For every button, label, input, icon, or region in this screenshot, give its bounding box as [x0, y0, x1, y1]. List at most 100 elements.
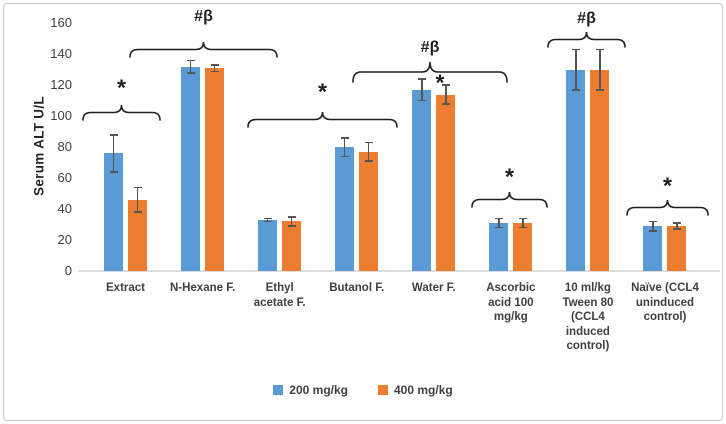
y-tick-120: 120 — [50, 77, 72, 93]
error-bar — [571, 89, 580, 91]
brace-2 — [247, 111, 398, 128]
y-tick-140: 140 — [50, 46, 72, 62]
error-bar — [112, 134, 115, 172]
bar-400mgkg-cat5 — [513, 223, 533, 271]
error-bar — [498, 218, 500, 228]
y-tick-160: 160 — [50, 15, 72, 31]
error-bar — [494, 226, 503, 229]
legend-label-400mgkg: 400 mg/kg — [394, 383, 453, 397]
bar-200mgkg-cat2 — [258, 219, 278, 271]
bar-200mgkg-cat4 — [412, 89, 432, 271]
error-bar — [672, 228, 681, 230]
error-bar — [210, 70, 219, 73]
error-bar — [595, 48, 604, 51]
error-bar — [518, 226, 527, 229]
error-bar — [133, 211, 142, 213]
error-bar — [648, 230, 657, 232]
brace-3 — [352, 61, 508, 83]
brace-5 — [547, 31, 626, 48]
legend-swatch-200mgkg-icon — [273, 385, 284, 395]
category-label-5: Ascorbic acid 100 mg/kg — [486, 282, 536, 323]
error-bar — [109, 134, 118, 136]
error-bar — [263, 217, 272, 220]
error-bar — [189, 60, 192, 73]
category-label-4: Water F. — [411, 282, 456, 294]
bar-400mgkg-cat2 — [282, 221, 302, 271]
y-tick-0: 0 — [64, 263, 72, 278]
category-label-3: Butanol F. — [329, 282, 385, 294]
significance-label-5: #β — [577, 10, 596, 27]
error-bar — [595, 89, 604, 91]
brace-1 — [129, 41, 278, 58]
error-bar — [672, 222, 681, 224]
significance-point-label-0: * — [435, 69, 445, 96]
error-bar — [266, 218, 269, 222]
bar-200mgkg-cat1 — [181, 66, 201, 271]
error-bar — [522, 218, 524, 228]
error-bar — [417, 78, 426, 80]
bar-400mgkg-cat4 — [436, 94, 456, 271]
bar-200mgkg-cat6 — [566, 69, 586, 271]
category-label-1: N-Hexane F. — [169, 282, 236, 294]
error-bar — [571, 48, 580, 51]
bar-200mgkg-cat7 — [643, 226, 663, 271]
error-bar — [340, 155, 349, 158]
error-bar — [441, 84, 450, 86]
error-bar — [340, 137, 349, 139]
error-bar — [441, 103, 450, 105]
legend-swatch-400mgkg-icon — [378, 385, 388, 395]
error-bar — [343, 137, 346, 157]
significance-label-4: * — [505, 163, 514, 190]
significance-label-3: #β — [420, 39, 440, 56]
legend-item-200mgkg: 200 mg/kg — [273, 383, 348, 397]
error-bar — [136, 187, 139, 213]
error-bar — [364, 141, 373, 144]
brace-0 — [82, 104, 161, 121]
error-bar — [186, 72, 195, 74]
error-bar — [445, 85, 447, 104]
error-bar — [287, 216, 296, 218]
significance-label-6: * — [663, 172, 672, 199]
y-tick-80: 80 — [57, 139, 72, 155]
error-bar — [210, 64, 219, 66]
brace-6 — [626, 199, 709, 216]
error-bar — [213, 65, 216, 72]
error-bar — [494, 217, 503, 220]
error-bar — [518, 217, 527, 220]
category-label-7: Naïve (CCL4 uninduced control) — [631, 282, 699, 323]
significance-label-2: * — [318, 78, 327, 105]
error-bar — [599, 49, 601, 90]
bar-200mgkg-cat3 — [335, 147, 355, 271]
y-tick-100: 100 — [50, 108, 72, 124]
legend-item-400mgkg: 400 mg/kg — [378, 383, 453, 397]
category-label-2: Ethyl acetate F. — [253, 282, 306, 309]
bar-400mgkg-cat6 — [590, 69, 610, 271]
category-label-0: Extract — [106, 282, 145, 294]
error-bar — [133, 186, 142, 189]
bar-200mgkg-cat5 — [489, 223, 509, 271]
significance-label-0: * — [117, 74, 126, 101]
error-bar — [367, 142, 370, 162]
bar-400mgkg-cat3 — [359, 151, 379, 271]
significance-label-1: #β — [194, 8, 213, 25]
category-label-6: 10 ml/kg Tween 80 (CCL4 induced control) — [562, 282, 614, 352]
error-bar — [186, 59, 195, 62]
error-bar — [676, 223, 678, 230]
bar-400mgkg-cat7 — [667, 226, 687, 271]
y-tick-20: 20 — [57, 232, 72, 248]
error-bar — [364, 160, 373, 162]
error-bar — [290, 216, 293, 227]
error-bar — [109, 171, 118, 173]
error-bar — [263, 220, 272, 223]
error-bar — [575, 49, 577, 90]
bar-400mgkg-cat1 — [205, 68, 225, 271]
error-bar — [421, 79, 423, 101]
y-tick-40: 40 — [57, 201, 72, 217]
error-bar — [652, 221, 654, 231]
error-bar — [648, 220, 657, 223]
error-bar — [417, 99, 426, 102]
legend-label-200mgkg: 200 mg/kg — [289, 383, 348, 397]
error-bar — [287, 225, 296, 227]
y-tick-60: 60 — [57, 170, 72, 186]
